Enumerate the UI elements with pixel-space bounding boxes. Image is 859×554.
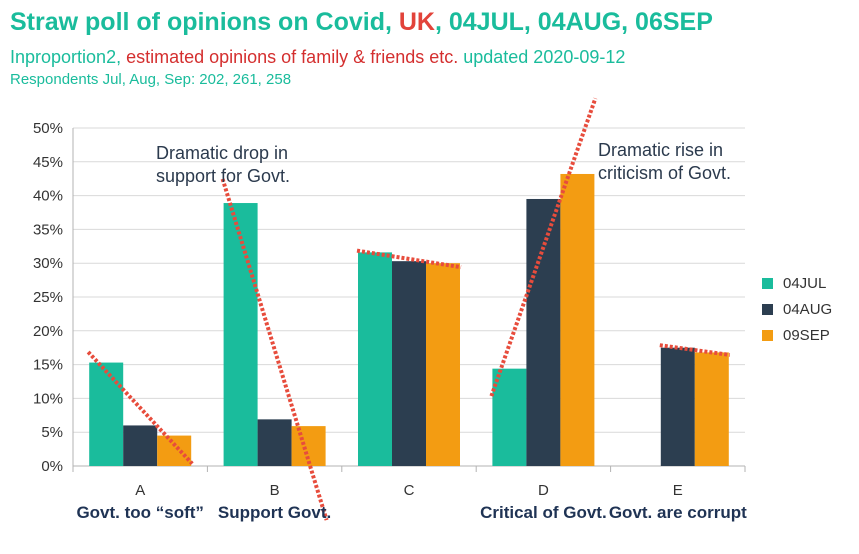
trend-line: [86, 350, 194, 466]
legend-swatch: [762, 303, 773, 315]
annotation-text: criticism of Govt.: [598, 163, 731, 183]
category-name: Govt. too “soft”: [76, 503, 204, 522]
respondents-line: Respondents Jul, Aug, Sep: 202, 261, 258: [10, 71, 292, 88]
bar-04aug-d: [526, 198, 561, 467]
bar-09sep-e: [694, 352, 729, 466]
trend-line: [356, 248, 462, 270]
title-part-1: Straw poll of opinions on Covid,: [10, 8, 399, 36]
x-tick-label: C: [404, 482, 415, 499]
trend-line: [659, 343, 731, 357]
bar-09sep-c: [426, 263, 460, 466]
category-name: Critical of Govt.: [480, 503, 607, 522]
bar-04jul-a: [89, 362, 124, 466]
chart-title: Straw poll of opinions on Covid, UK, 04J…: [10, 8, 713, 37]
annotation-text: support for Govt.: [156, 166, 290, 186]
y-tick-label: 10%: [33, 390, 63, 407]
legend-item: 04AUG: [762, 296, 832, 322]
bar-04aug-e: [660, 347, 695, 466]
bar-04jul-b: [223, 203, 258, 466]
bar-09sep-d: [560, 173, 595, 466]
title-part-3: , 04JUL, 04AUG, 06SEP: [434, 8, 713, 36]
legend-label: 04AUG: [783, 300, 833, 318]
bar-04aug-a: [123, 425, 158, 466]
y-tick-label: 5%: [41, 424, 63, 441]
subtitle-part-3: updated 2020-09-12: [458, 47, 626, 67]
y-tick-label: 35%: [33, 221, 63, 238]
legend-item: 09SEP: [762, 322, 832, 348]
bar-04jul-c: [358, 252, 392, 466]
legend-item: 04JUL: [762, 270, 832, 296]
y-tick-label: 40%: [33, 188, 63, 205]
legend-label: 09SEP: [783, 326, 830, 344]
bar-09sep-b: [291, 426, 326, 466]
subtitle-part-1: Inproportion2,: [10, 47, 127, 67]
y-tick-label: 45%: [33, 154, 63, 171]
category-name: Govt. are corrupt: [608, 503, 747, 522]
y-tick-label: 20%: [33, 323, 63, 340]
annotation-text: Dramatic rise in: [598, 140, 723, 160]
legend-swatch: [762, 329, 773, 341]
bar-04aug-b: [257, 419, 292, 466]
y-tick-label: 15%: [33, 357, 63, 374]
bar-09sep-a: [157, 435, 192, 466]
bar-04aug-c: [392, 261, 426, 466]
category-name: Support Govt.: [217, 503, 332, 522]
y-tick-label: 50%: [33, 120, 63, 137]
bar-04jul-d: [492, 368, 527, 466]
annotation-text: Dramatic drop in: [156, 143, 288, 163]
trend-line: [220, 178, 329, 521]
x-tick-label: B: [270, 482, 280, 499]
y-tick-label: 0%: [41, 458, 63, 475]
legend: 04JUL 04AUG 09SEP: [762, 270, 832, 348]
subtitle-part-2: estimated opinions of family & friends e…: [126, 47, 459, 67]
x-tick-label: A: [135, 482, 145, 499]
y-tick-label: 25%: [33, 289, 63, 306]
legend-label: 04JUL: [783, 274, 827, 292]
x-tick-label: E: [673, 482, 683, 499]
chart-subtitle: Inproportion2, estimated opinions of fam…: [10, 47, 625, 68]
y-tick-label: 30%: [33, 255, 63, 272]
title-part-uk: UK: [398, 8, 435, 36]
trend-line: [489, 97, 598, 397]
x-tick-label: D: [538, 482, 549, 499]
legend-swatch: [762, 277, 773, 289]
